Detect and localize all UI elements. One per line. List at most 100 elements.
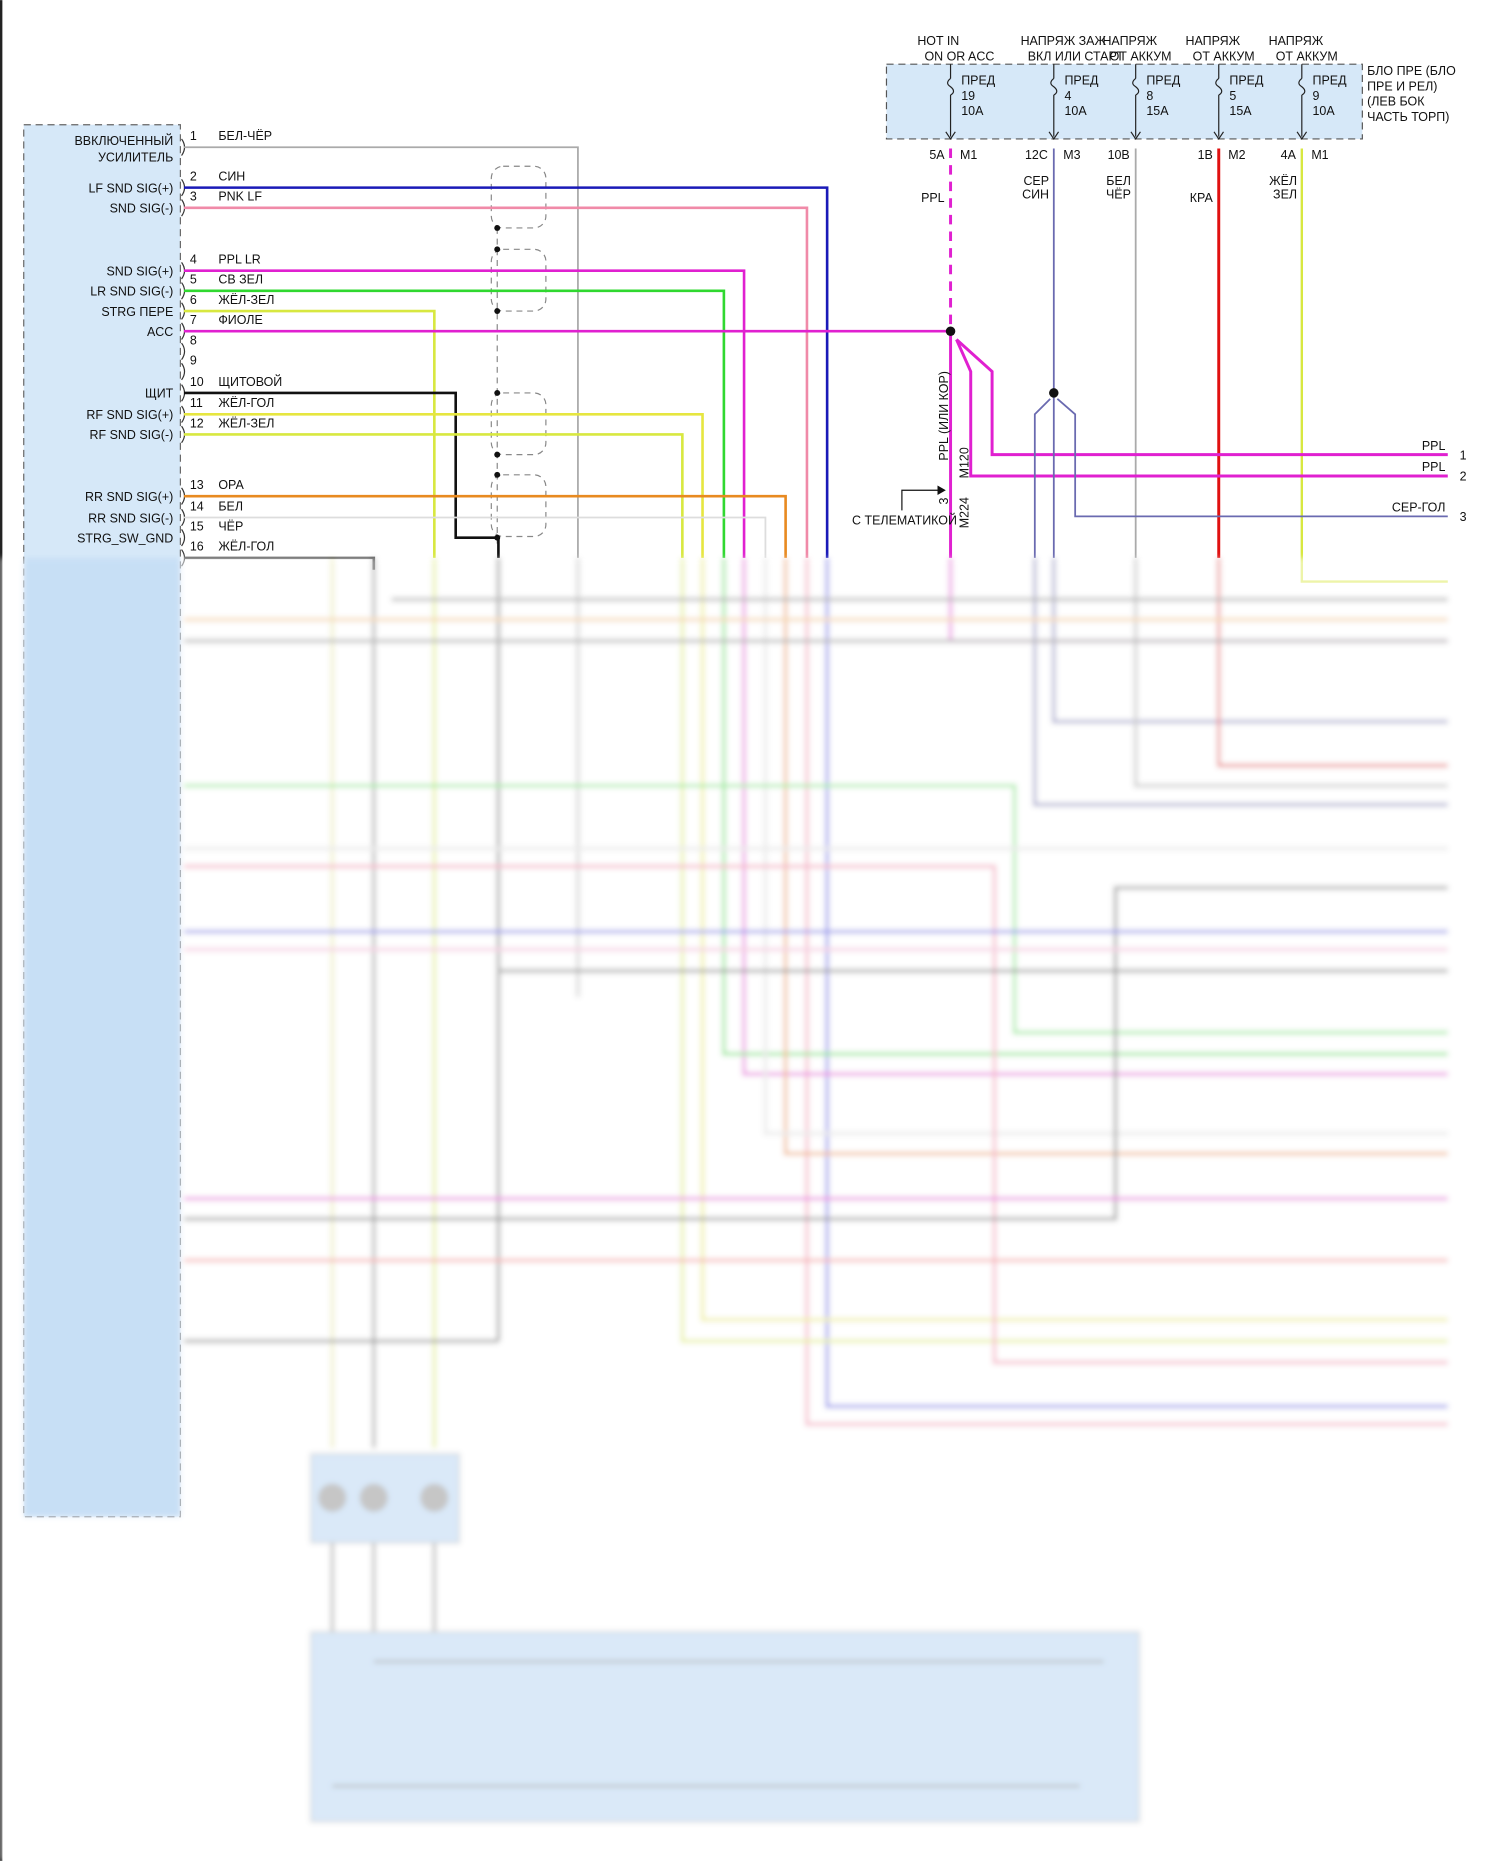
fuse-rating: 10A xyxy=(961,104,984,118)
fuse-rating: 15A xyxy=(1146,104,1169,118)
output-wire-label: СЕР-ГОЛ xyxy=(1392,501,1446,515)
output-wire-label: PPL xyxy=(1422,439,1446,453)
wire-color-label: ЖЁЛ-ГОЛ xyxy=(218,396,274,410)
fuse-block-name: БЛО ПРЕ (БЛО xyxy=(1367,64,1456,78)
pin-number: 9 xyxy=(190,353,197,367)
output-pin-number: 3 xyxy=(1460,510,1467,524)
signal-label: LR SND SIG(-) xyxy=(90,285,173,299)
pin-number: 5 xyxy=(190,273,197,287)
telematics-connector: M224 xyxy=(957,497,971,528)
signal-label: УСИЛИТЕЛЬ xyxy=(98,151,173,165)
telematics-pin: 3 xyxy=(937,497,951,504)
wire-color-label: СВ ЗЕЛ xyxy=(218,273,263,287)
fuse-rating: 10A xyxy=(1064,104,1087,118)
signal-label: ВВКЛЮЧЕННЫЙ xyxy=(74,133,173,148)
signal-label: RF SND SIG(-) xyxy=(90,428,174,442)
blurred-lower-diagram xyxy=(0,557,1500,1861)
pin-number: 13 xyxy=(190,478,204,492)
wire-color-label: БЕЛ xyxy=(218,499,243,513)
fuse-wire-color: СЕР xyxy=(1023,174,1049,188)
fuse-supply-label: НАПРЯЖ xyxy=(1186,34,1241,48)
signal-label: STRG ПЕРЕ xyxy=(101,305,173,319)
fuse-block-name: ПРЕ И РЕЛ) xyxy=(1367,79,1437,93)
fuse-terminal: 10B xyxy=(1108,148,1130,162)
pin-number: 10 xyxy=(190,375,204,389)
signal-label: RR SND SIG(-) xyxy=(88,511,173,525)
pin-contact-icon xyxy=(181,529,186,547)
signal-label: RF SND SIG(+) xyxy=(86,408,173,422)
signal-label: RR SND SIG(+) xyxy=(85,490,173,504)
wire-color-label: ЖЁЛ-ГОЛ xyxy=(218,540,274,554)
wire-color-label: ЧЁР xyxy=(218,520,243,534)
telematics-note: С ТЕЛЕМАТИКОЙ xyxy=(852,513,957,528)
fuse-label: ПРЕД xyxy=(1146,73,1181,87)
fuse-terminal: 12C xyxy=(1025,148,1048,162)
pin-number: 6 xyxy=(190,293,197,307)
fuse-supply-label: НАПРЯЖ xyxy=(1269,34,1324,48)
pin-number: 12 xyxy=(190,416,204,430)
fuse-label: ПРЕД xyxy=(1064,73,1099,87)
wire-color-label: БЕЛ-ЧЁР xyxy=(218,129,272,143)
fuse-terminal: 4A xyxy=(1281,148,1297,162)
wire-color-label: ОРА xyxy=(218,478,244,492)
fuse-number: 9 xyxy=(1313,89,1320,103)
fuse-supply-label: ВКЛ ИЛИ СТАРТ xyxy=(1028,50,1125,64)
fuse-icon xyxy=(945,64,956,141)
right-output-labels: PPL 1 PPL 2 СЕР-ГОЛ 3 xyxy=(1392,439,1467,524)
amplifier-pin-labels: 1 БЕЛ-ЧЁР ВВКЛЮЧЕННЫЙ УСИЛИТЕЛЬ 2 СИН LF SND S… xyxy=(74,129,282,567)
fuse-supply-label: ОТ АККУМ xyxy=(1193,50,1255,64)
wire-color-label: ЖЁЛ-ЗЕЛ xyxy=(218,293,274,307)
wire-color-label: ЩИТОВОЙ xyxy=(218,374,282,389)
pin-contact-icon xyxy=(181,362,186,381)
pin-number: 16 xyxy=(190,540,204,554)
pin-number: 14 xyxy=(190,499,204,513)
pin-number: 2 xyxy=(190,170,197,184)
fuse-icon xyxy=(1130,64,1141,141)
fuse-icon xyxy=(1213,64,1224,141)
pin-number: 3 xyxy=(190,190,197,204)
fuse-wire-color: БЕЛ xyxy=(1106,174,1131,188)
fuse-wire-color: ЧЁР xyxy=(1106,187,1131,201)
signal-label: SND SIG(+) xyxy=(106,264,173,278)
fuse-connector: M2 xyxy=(1228,148,1245,162)
fuse-supply-label: ОТ АККУМ xyxy=(1276,50,1338,64)
output-pin-number: 1 xyxy=(1460,448,1467,462)
shielding xyxy=(490,165,547,547)
fuse-supply-label: НАПРЯЖ xyxy=(1102,34,1157,48)
fuse-terminal: 5A xyxy=(929,148,945,162)
signal-label: STRG_SW_GND xyxy=(77,531,173,545)
signal-label: ЩИТ xyxy=(145,387,174,401)
fuse-supply-label: НАПРЯЖ ЗАЖ xyxy=(1021,34,1107,48)
fuse-number: 19 xyxy=(961,89,975,103)
pin-number: 11 xyxy=(190,396,203,410)
fuse-number: 5 xyxy=(1229,89,1236,103)
fuse-connector: M1 xyxy=(1311,148,1328,162)
fuse-connector: M3 xyxy=(1063,148,1080,162)
fuse-label: ПРЕД xyxy=(1313,73,1348,87)
pin-number: 4 xyxy=(190,253,197,267)
wire-color-label: ЖЁЛ-ЗЕЛ xyxy=(218,416,274,430)
telematics-connector: M120 xyxy=(957,447,971,478)
output-wire-label: PPL xyxy=(1422,460,1446,474)
fuse-number: 8 xyxy=(1146,89,1153,103)
pin-number: 1 xyxy=(190,129,197,143)
pin-number: 8 xyxy=(190,333,197,347)
signal-label: SND SIG(-) xyxy=(110,202,174,216)
fuse-label: ПРЕД xyxy=(1229,73,1264,87)
wire-color-label: ФИОЛЕ xyxy=(218,313,262,327)
fuse-block xyxy=(885,63,1363,140)
fuse-supply-label: ON OR ACC xyxy=(924,50,994,64)
fuse-rating: 15A xyxy=(1229,104,1252,118)
fuse-icon xyxy=(1296,64,1308,141)
fuse-icon xyxy=(1048,64,1060,141)
wire-color-label: PPL LR xyxy=(218,253,260,267)
telematics-wire-label: PPL (ИЛИ КОР) xyxy=(937,371,951,460)
signal-label: ACC xyxy=(147,325,173,339)
fuse-wire-color: ЗЕЛ xyxy=(1273,187,1297,201)
fuse-supply-label: ОТ АККУМ xyxy=(1110,50,1172,64)
fuse-block-name: ЧАСТЬ ТОРП) xyxy=(1367,110,1449,124)
output-pin-number: 2 xyxy=(1460,470,1467,484)
